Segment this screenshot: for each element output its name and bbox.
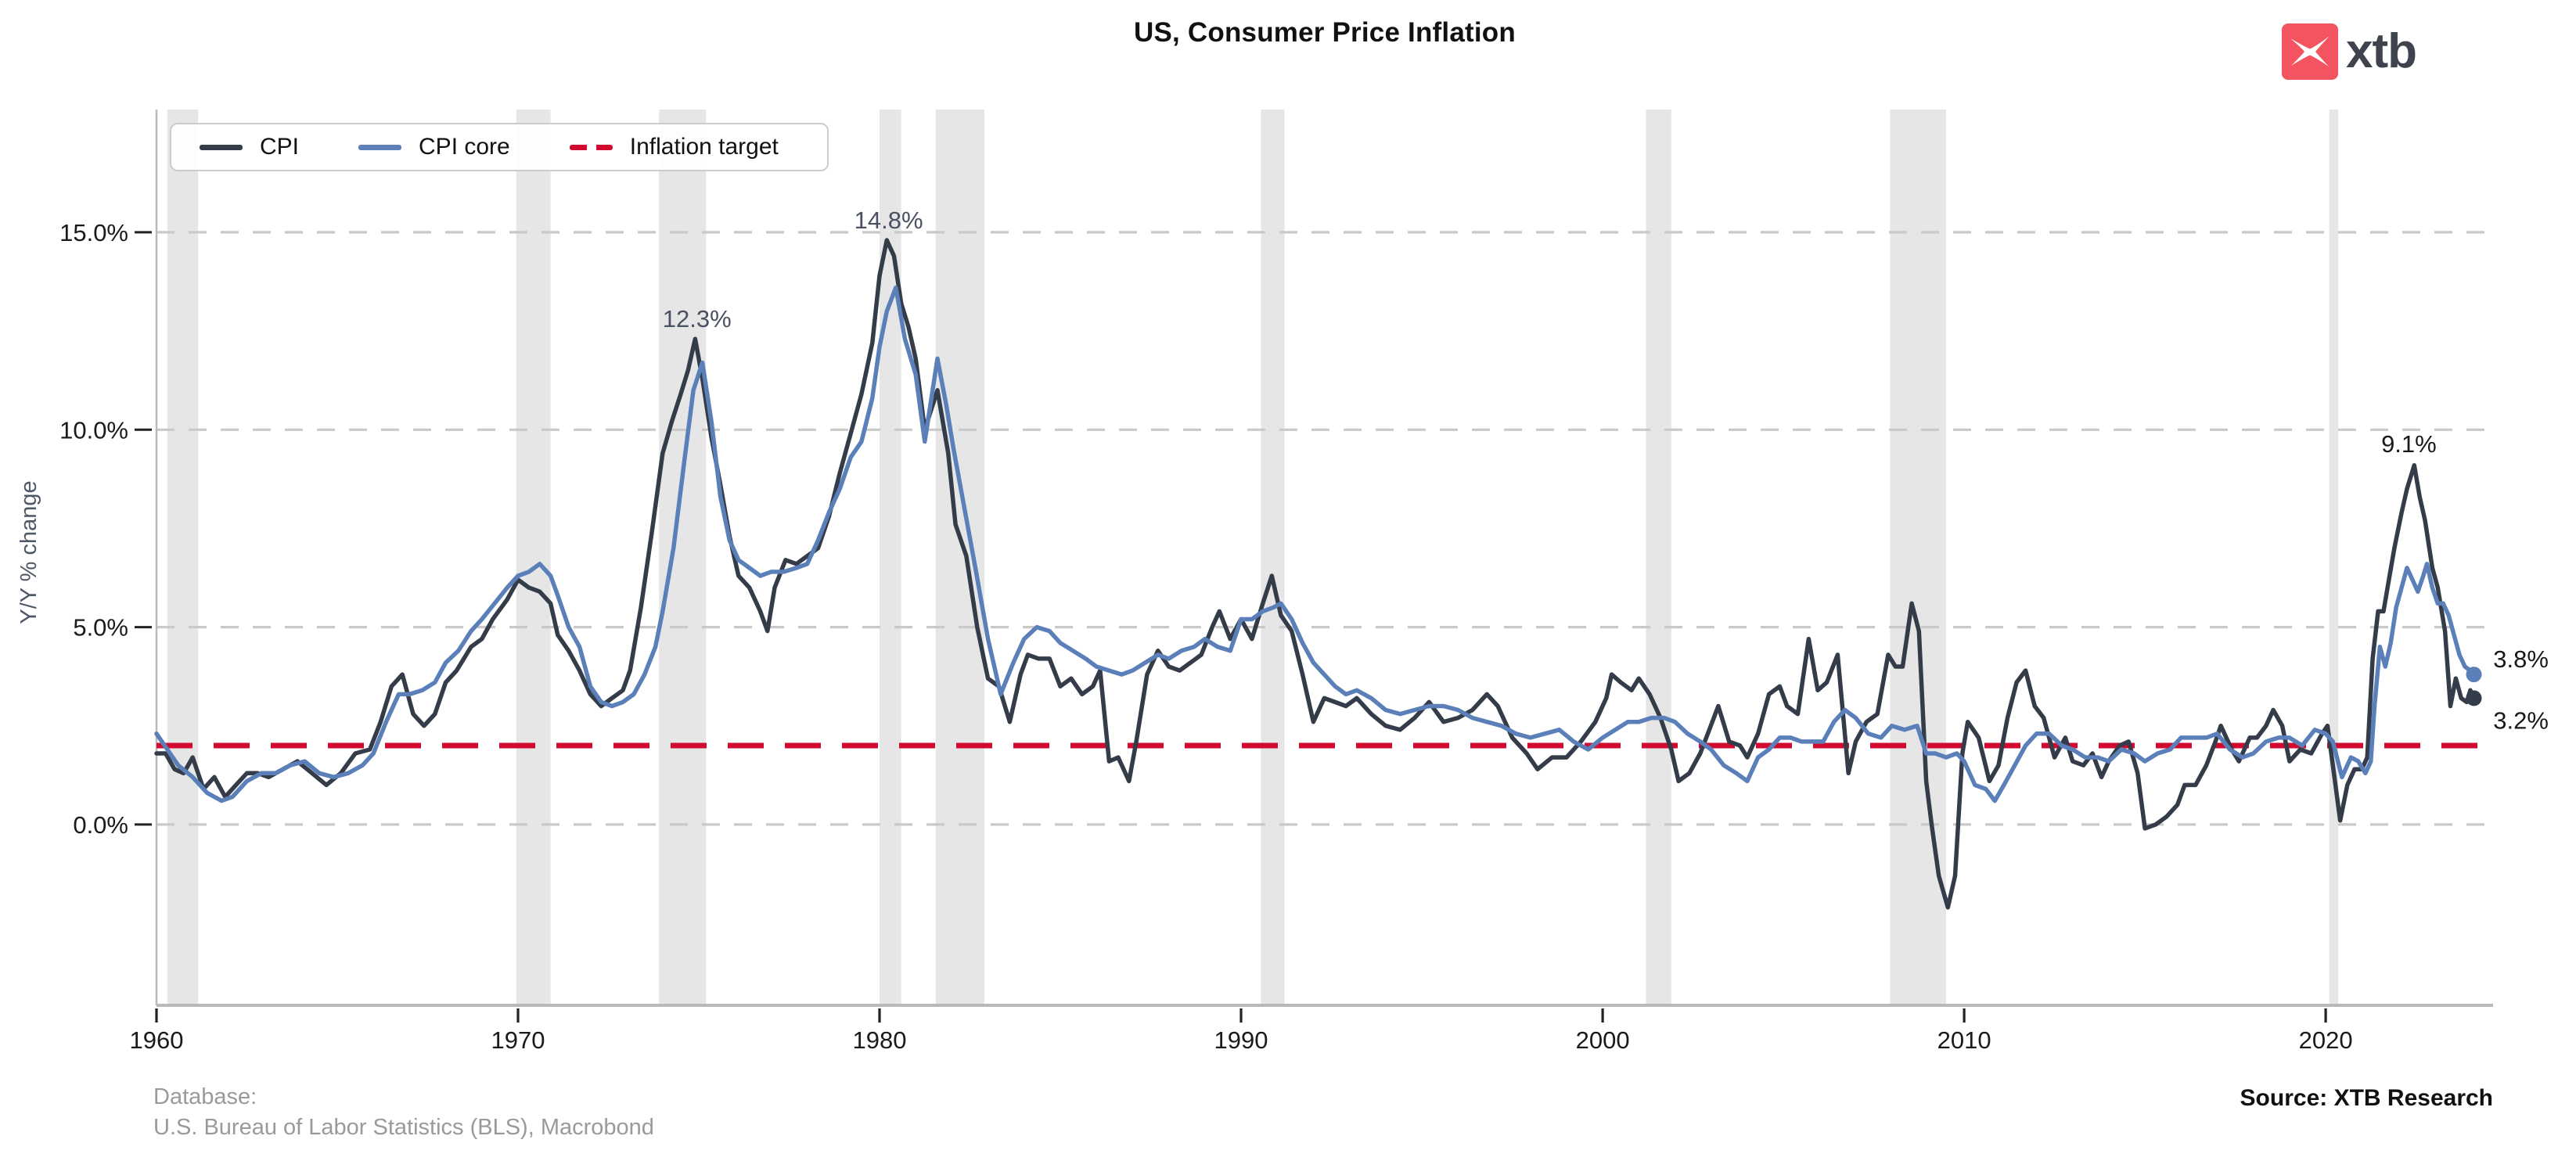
legend-item-cpi: CPI — [200, 134, 299, 160]
cpi-core-end-marker — [2466, 667, 2482, 683]
cpi-line — [154, 238, 2477, 910]
legend-label-cpi-core: CPI core — [419, 134, 510, 160]
legend-label-inflation-target: Inflation target — [629, 134, 779, 160]
x-tick-label: 2000 — [1576, 1026, 1630, 1054]
y-tick-label: 0.0% — [73, 811, 128, 839]
chart-legend: CPI CPI core Inflation target — [170, 123, 829, 171]
recession-band — [1646, 110, 1671, 1005]
recession-band — [516, 110, 551, 1005]
legend-item-inflation-target: Inflation target — [569, 134, 779, 160]
x-tick-label: 1980 — [853, 1026, 907, 1054]
x-tick-label: 1970 — [491, 1026, 545, 1054]
recession-band — [935, 110, 984, 1005]
recession-band — [659, 110, 707, 1005]
database-label: Database: — [153, 1084, 257, 1109]
source-note: Source: XTB Research — [2240, 1085, 2493, 1111]
y-tick-label: 5.0% — [73, 614, 128, 642]
x-tick-label: 1990 — [1214, 1026, 1268, 1054]
legend-label-cpi: CPI — [260, 134, 300, 160]
annotation-3.8%: 3.8% — [2493, 645, 2549, 673]
annotation-12.3%: 12.3% — [663, 305, 732, 332]
cpi-line-swatch-icon — [200, 144, 243, 150]
recession-band — [2329, 110, 2339, 1005]
page-title: US, Consumer Price Inflation — [1134, 17, 1516, 48]
recession-band — [167, 110, 199, 1005]
x-tick-label: 1960 — [130, 1026, 184, 1054]
xtb-logo-text: xtb — [2346, 24, 2417, 78]
annotation-14.8%: 14.8% — [854, 207, 923, 234]
y-tick-label: 15.0% — [59, 219, 128, 246]
cpi-core-line — [154, 285, 2477, 803]
inflation-target-dash-swatch-icon — [569, 144, 613, 150]
database-note: Database: U.S. Bureau of Labor Statistic… — [153, 1082, 654, 1143]
recession-band — [1261, 110, 1285, 1005]
xtb-logo: xtb — [2282, 23, 2417, 80]
annotation-3.2%: 3.2% — [2493, 707, 2549, 735]
xtb-logo-icon — [2282, 23, 2338, 80]
y-axis-title: Y/Y % change — [16, 480, 41, 624]
cpi-end-marker — [2466, 690, 2482, 706]
annotation-9.1%: 9.1% — [2381, 430, 2437, 458]
y-tick-label: 10.0% — [59, 416, 128, 444]
x-tick-label: 2020 — [2299, 1026, 2353, 1054]
legend-item-cpi-core: CPI core — [358, 134, 510, 160]
x-tick-label: 2010 — [1937, 1026, 1991, 1054]
database-value: U.S. Bureau of Labor Statistics (BLS), M… — [153, 1115, 654, 1140]
cpi-core-line-swatch-icon — [358, 144, 402, 150]
